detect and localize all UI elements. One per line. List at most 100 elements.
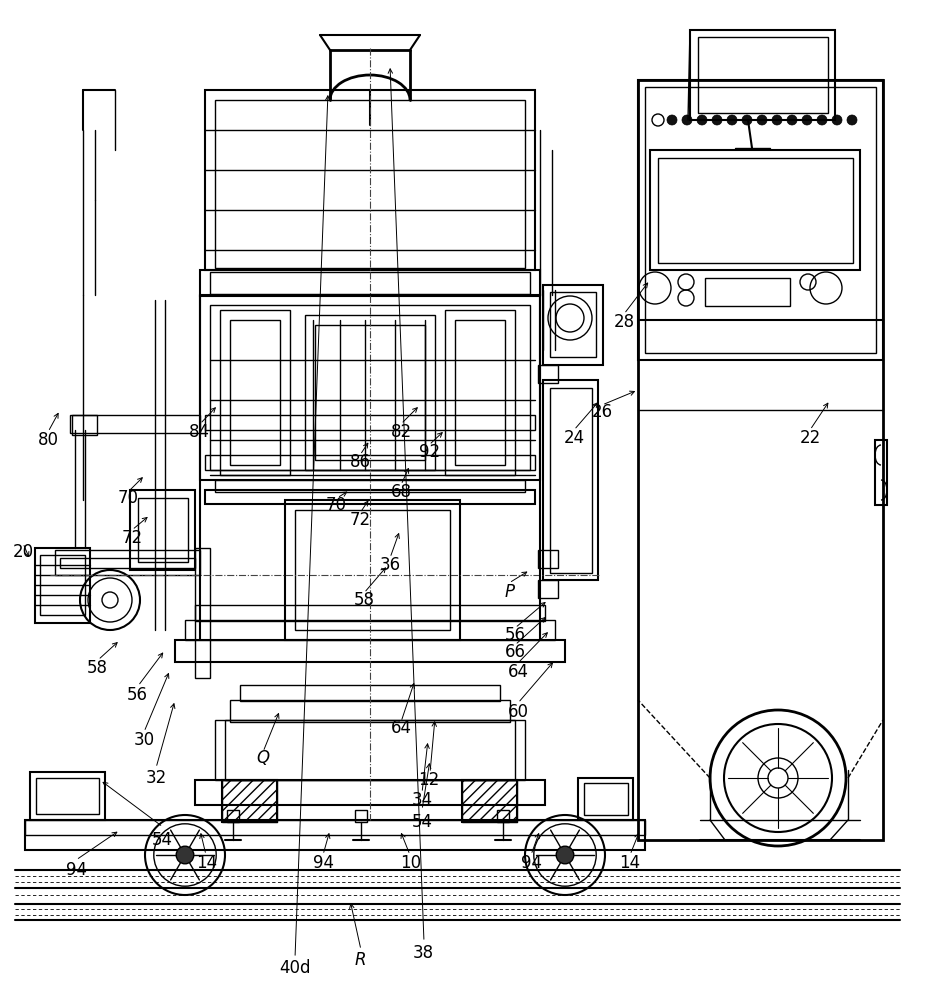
Text: Q: Q bbox=[256, 749, 269, 767]
Text: 64: 64 bbox=[391, 719, 411, 737]
Text: 58: 58 bbox=[87, 659, 108, 677]
Bar bbox=[226, 810, 238, 822]
Text: 24: 24 bbox=[563, 429, 584, 447]
Bar bbox=[210, 305, 530, 470]
Bar bbox=[214, 100, 524, 268]
Text: 70: 70 bbox=[118, 489, 138, 507]
Bar bbox=[60, 558, 195, 568]
Text: 38: 38 bbox=[413, 944, 433, 962]
Bar bbox=[315, 325, 424, 460]
Text: 56: 56 bbox=[505, 626, 525, 644]
Circle shape bbox=[681, 115, 691, 125]
Bar bbox=[205, 490, 535, 504]
Text: 22: 22 bbox=[799, 429, 819, 447]
Bar bbox=[174, 640, 564, 662]
Bar bbox=[638, 80, 882, 360]
Text: 82: 82 bbox=[391, 423, 411, 441]
Bar bbox=[222, 780, 277, 822]
Bar bbox=[537, 580, 558, 598]
Bar bbox=[40, 555, 84, 615]
Bar bbox=[295, 510, 449, 630]
Text: 64: 64 bbox=[508, 663, 528, 681]
Text: 54: 54 bbox=[412, 813, 432, 831]
Bar bbox=[455, 320, 505, 465]
Circle shape bbox=[801, 115, 811, 125]
Bar bbox=[542, 285, 602, 365]
Bar bbox=[549, 388, 591, 573]
Text: 60: 60 bbox=[508, 703, 528, 721]
Circle shape bbox=[756, 115, 767, 125]
Bar bbox=[537, 550, 558, 568]
Bar bbox=[445, 310, 514, 475]
Bar bbox=[205, 90, 535, 270]
Circle shape bbox=[846, 115, 856, 125]
Text: 68: 68 bbox=[391, 483, 411, 501]
Bar bbox=[200, 270, 539, 296]
Bar bbox=[195, 548, 210, 678]
Bar bbox=[30, 772, 105, 820]
Bar bbox=[25, 820, 644, 835]
Bar bbox=[542, 380, 598, 580]
Text: 36: 36 bbox=[380, 556, 400, 574]
Bar bbox=[55, 550, 200, 575]
Bar bbox=[704, 278, 789, 306]
Circle shape bbox=[666, 115, 677, 125]
Text: 94: 94 bbox=[313, 854, 333, 872]
Bar bbox=[657, 158, 852, 263]
Text: 12: 12 bbox=[419, 771, 439, 789]
Text: 30: 30 bbox=[134, 731, 154, 749]
Bar bbox=[650, 150, 859, 270]
Circle shape bbox=[727, 115, 736, 125]
Bar bbox=[210, 272, 530, 294]
Bar bbox=[690, 30, 834, 120]
Bar bbox=[214, 480, 524, 492]
Text: 40d: 40d bbox=[279, 959, 311, 977]
Bar bbox=[697, 37, 827, 113]
Bar bbox=[185, 620, 554, 640]
Bar bbox=[36, 778, 99, 814]
Circle shape bbox=[696, 115, 706, 125]
Bar bbox=[638, 80, 882, 840]
Text: R: R bbox=[354, 951, 366, 969]
Bar bbox=[304, 315, 434, 470]
Bar bbox=[461, 780, 517, 822]
Bar bbox=[230, 700, 509, 722]
Text: 84: 84 bbox=[189, 423, 210, 441]
Text: 72: 72 bbox=[122, 529, 142, 547]
Bar bbox=[354, 810, 367, 822]
Circle shape bbox=[786, 115, 796, 125]
Bar bbox=[214, 720, 524, 780]
Bar bbox=[205, 455, 535, 470]
Text: 54: 54 bbox=[152, 831, 173, 849]
Bar bbox=[577, 778, 632, 820]
Bar bbox=[138, 498, 187, 562]
Bar bbox=[549, 292, 596, 357]
Bar bbox=[205, 415, 535, 430]
Bar bbox=[584, 783, 627, 815]
Text: 92: 92 bbox=[419, 443, 439, 461]
Bar bbox=[25, 820, 644, 850]
Text: 34: 34 bbox=[412, 791, 432, 809]
Bar bbox=[72, 415, 97, 435]
Bar bbox=[130, 490, 195, 570]
Bar bbox=[220, 310, 290, 475]
Bar bbox=[230, 320, 279, 465]
Text: 10: 10 bbox=[400, 854, 420, 872]
Bar bbox=[874, 440, 886, 505]
Bar bbox=[461, 780, 517, 822]
Bar bbox=[195, 605, 545, 621]
Bar bbox=[285, 500, 459, 640]
Text: 20: 20 bbox=[13, 543, 33, 561]
Text: 94: 94 bbox=[66, 861, 86, 879]
Bar bbox=[225, 720, 514, 780]
Circle shape bbox=[741, 115, 751, 125]
Text: 14: 14 bbox=[196, 854, 216, 872]
Text: P: P bbox=[504, 583, 513, 601]
Bar bbox=[496, 810, 509, 822]
Text: 94: 94 bbox=[521, 854, 541, 872]
Bar bbox=[200, 295, 539, 480]
Circle shape bbox=[176, 846, 194, 864]
Bar bbox=[239, 685, 499, 701]
Bar bbox=[35, 548, 90, 623]
Circle shape bbox=[831, 115, 841, 125]
